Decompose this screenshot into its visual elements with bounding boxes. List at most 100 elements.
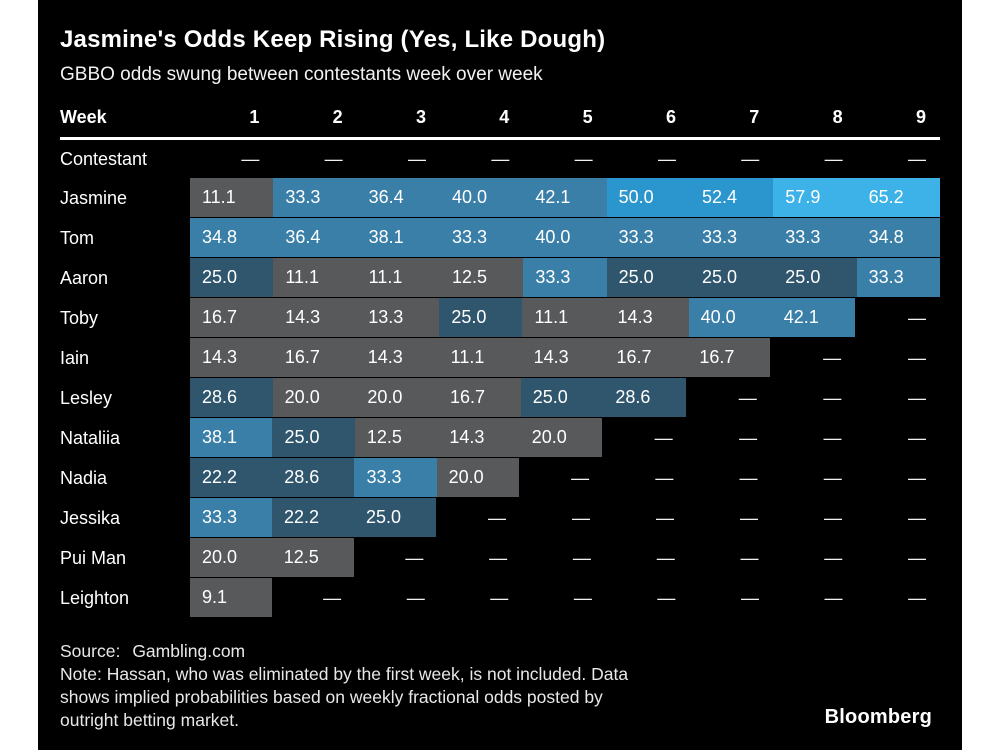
empty-cell-dash: — <box>824 547 843 568</box>
empty-cell-dash: — <box>739 427 758 448</box>
empty-cell-dash: — <box>324 148 343 169</box>
empty-cell-dash: — <box>908 547 927 568</box>
heat-cell: 42.1 <box>771 298 855 338</box>
contestant-row: Contestant — — — — — — — — — <box>60 140 940 178</box>
empty-cell-dash: — <box>738 387 757 408</box>
chart-footer: Source: Gambling.com Note: Hassan, who wa… <box>60 640 940 732</box>
heat-cell: 25.0 <box>520 378 604 418</box>
week-number: 9 <box>915 107 926 127</box>
heat-cell: 28.6 <box>190 378 273 418</box>
empty-cell-dash: — <box>823 347 842 368</box>
page-title: Jasmine's Odds Keep Rising (Yes, Like Do… <box>60 26 606 53</box>
empty-cell-dash: — <box>407 148 426 169</box>
week-header-label: Week <box>60 107 107 127</box>
empty-cell-dash: — <box>741 148 760 169</box>
table-row: Jessika 33.3 22.2 25.0 — — — — — — <box>60 498 940 538</box>
table-row: Toby 16.7 14.3 13.3 25.0 11.1 14.3 40.0 42.1— <box>60 298 940 338</box>
contestant-row-label: Contestant <box>60 148 148 169</box>
heat-cell: 28.6 <box>272 458 355 498</box>
heat-cell: 25.0 <box>354 498 436 538</box>
heat-cell: 36.4 <box>273 218 357 258</box>
heat-cell: 11.1 <box>273 258 357 298</box>
table-row: Nadia 22.2 28.6 33.3 20.0 — — — — — <box>60 458 940 498</box>
empty-cell-dash: — <box>657 148 676 169</box>
empty-cell-dash: — <box>655 467 674 488</box>
heat-cell: 14.3 <box>605 298 689 338</box>
table-row: Leighton 9.1 — — — — — — — — <box>60 578 940 618</box>
heat-cell: 33.3 <box>354 458 437 498</box>
empty-cell-dash: — <box>908 507 926 528</box>
table-row: Jasmine 11.1 33.3 36.4 40.0 42.1 50.0 52.4 57.9 6… <box>60 178 940 218</box>
heat-cell: 16.7 <box>190 298 274 338</box>
heat-cell: 20.0 <box>355 378 439 418</box>
heat-cell: 34.8 <box>190 218 274 258</box>
empty-cell-dash: — <box>907 307 926 328</box>
note-line-2: shows implied probabilities based on wee… <box>60 687 603 707</box>
heat-cell: 12.5 <box>354 418 438 458</box>
empty-cell-dash: — <box>489 547 508 568</box>
heat-cell: 14.3 <box>273 298 357 338</box>
table-row: Lesley 28.6 20.0 20.0 16.7 25.0 28.6— — — <box>60 378 940 418</box>
empty-cell-dash: — <box>406 587 425 608</box>
table-row: Aaron 25.0 11.1 11.1 12.5 33.3 25.0 25.0 25.0 33.… <box>60 258 940 298</box>
heat-cell: 9.1 <box>190 578 272 618</box>
heat-cell: 57.9 <box>773 178 857 218</box>
empty-cell-dash: — <box>574 148 593 169</box>
empty-cell-dash: — <box>740 587 759 608</box>
table-rows: Jasmine 11.1 33.3 36.4 40.0 42.1 50.0 52.4 57.9 6… <box>60 178 940 618</box>
heat-cell: 25.0 <box>439 298 523 338</box>
week-number: 2 <box>332 107 343 127</box>
heat-cell: 12.5 <box>439 258 524 298</box>
week-number: 3 <box>415 107 426 127</box>
row-label: Aaron <box>60 267 109 288</box>
empty-cell-dash: — <box>241 148 260 169</box>
heat-cell: 12.5 <box>271 538 354 578</box>
heat-cell: 40.0 <box>439 178 524 218</box>
empty-cell-dash: — <box>823 387 842 408</box>
heat-cell: 14.3 <box>190 338 273 378</box>
empty-cell-dash: — <box>572 547 591 568</box>
heat-cell: 25.0 <box>606 258 690 298</box>
heat-cell: 33.3 <box>439 218 524 258</box>
empty-cell-dash: — <box>488 507 506 528</box>
heat-cell: 11.1 <box>356 258 440 298</box>
empty-cell-dash: — <box>907 427 926 448</box>
heat-cell: 34.8 <box>856 218 940 258</box>
week-number: 5 <box>582 107 593 127</box>
heat-cell: 22.2 <box>272 498 354 538</box>
chart-header: Jasmine's Odds Keep Rising (Yes, Like Do… <box>60 0 940 87</box>
week-number: 6 <box>665 107 676 127</box>
header-divider-rule <box>60 137 940 140</box>
row-label: Jasmine <box>60 187 128 208</box>
heat-cell: 38.1 <box>356 218 440 258</box>
heat-cell: 42.1 <box>523 178 607 218</box>
empty-cell-dash: — <box>572 507 590 528</box>
heat-cell: 20.0 <box>190 538 272 578</box>
row-label: Tom <box>60 227 95 248</box>
row-label: Pui Man <box>60 547 127 568</box>
table-row: Pui Man 20.0 12.5 — — — — — — — <box>60 538 940 578</box>
heat-cell: 25.0 <box>689 258 774 298</box>
empty-cell-dash: — <box>323 587 342 608</box>
heat-cell: 11.1 <box>438 338 522 378</box>
week-header-row: Week 1 2 3 4 5 6 7 8 9 <box>60 107 940 128</box>
heat-cell: 28.6 <box>603 378 687 418</box>
heat-cell: 52.4 <box>689 178 774 218</box>
heat-cell: 14.3 <box>437 418 520 458</box>
empty-cell-dash: — <box>571 467 590 488</box>
heat-cell: 33.3 <box>606 218 690 258</box>
empty-cell-dash: — <box>908 347 927 368</box>
heat-cell: 33.3 <box>856 258 940 298</box>
source-line: Source: Gambling.com <box>60 640 940 663</box>
row-label: Nataliia <box>60 427 121 448</box>
empty-cell-dash: — <box>907 467 926 488</box>
empty-cell-dash: — <box>490 587 509 608</box>
empty-cell-dash: — <box>654 427 673 448</box>
heat-cell: 14.3 <box>521 338 605 378</box>
empty-cell-dash: — <box>824 148 843 169</box>
week-number: 8 <box>832 107 843 127</box>
empty-cell-dash: — <box>908 587 927 608</box>
empty-cell-dash: — <box>908 387 927 408</box>
heat-cell: 25.0 <box>272 418 355 458</box>
week-number: 7 <box>749 107 760 127</box>
